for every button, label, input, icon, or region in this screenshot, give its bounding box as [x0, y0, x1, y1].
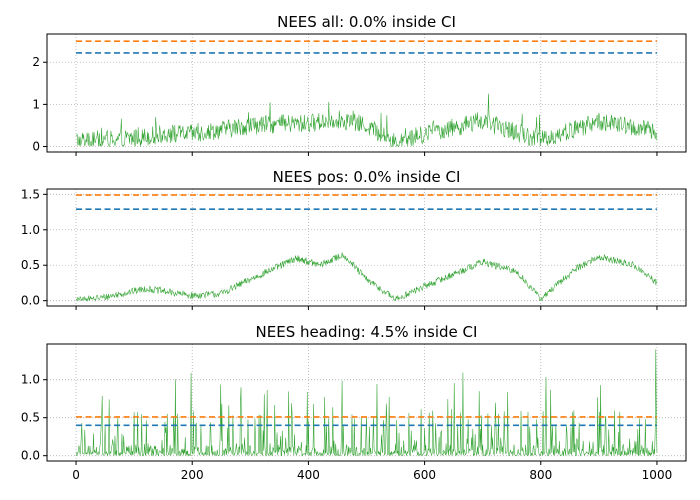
subplot-title: NEES pos: 0.0% inside CI: [273, 168, 461, 186]
axes-frame: [46, 33, 687, 153]
nees-series-line: [75, 93, 658, 148]
x-tick-label: 600: [413, 468, 436, 482]
nees-series-line: [75, 349, 658, 457]
y-tick-label: 2: [32, 55, 40, 69]
x-tick-label: 800: [529, 468, 552, 482]
nees-series-line: [75, 252, 658, 302]
y-tick-label: 0.5: [21, 258, 40, 272]
x-tick-label: 1000: [642, 468, 673, 482]
subplot-nees-pos: NEES pos: 0.0% inside CI 0.0 0.5 1.0 1.5: [21, 168, 687, 310]
y-tick-label: 1.0: [21, 373, 40, 387]
y-tick-label: 0.0: [21, 449, 40, 463]
y-tick-label: 0.5: [21, 411, 40, 425]
subplot-nees-all: NEES all: 0.0% inside CI 0 1 2: [32, 13, 687, 156]
axes-frame: [46, 188, 687, 307]
y-tick-label: 1.0: [21, 223, 40, 237]
y-tick-label: 1.5: [21, 187, 40, 201]
y-tick-label: 0: [32, 140, 40, 154]
subplot-title: NEES heading: 4.5% inside CI: [256, 323, 478, 341]
x-tick-label: 0: [72, 468, 80, 482]
subplot-nees-heading: NEES heading: 4.5% inside CI 0.0 0.5 1.0 0 2…: [21, 323, 687, 482]
subplot-title: NEES all: 0.0% inside CI: [277, 13, 456, 31]
y-tick-label: 0.0: [21, 294, 40, 308]
axes-frame: [46, 343, 687, 462]
x-tick-label: 200: [181, 468, 204, 482]
x-tick-label: 400: [297, 468, 320, 482]
y-tick-label: 1: [32, 97, 40, 111]
